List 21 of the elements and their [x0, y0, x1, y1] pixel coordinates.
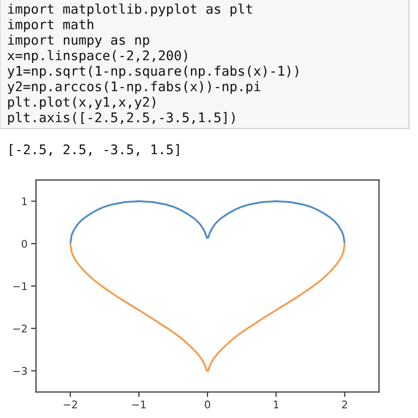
- text: y2=np.arccos(1-np.fabs(x))-np.pi: [8, 81, 260, 94]
- line-series: [69, 200, 346, 245]
- x-tick-label: 2: [342, 400, 347, 408]
- text: plt.axis([-2.5,2.5,-3.5,1.5]): [8, 112, 235, 125]
- y-tick-label: 1: [22, 198, 27, 206]
- text: plt.plot(x,y1,x,y2): [8, 96, 156, 110]
- text: import matplotlib.pyplot as plt: [8, 4, 252, 16]
- y-tick-label: −3: [13, 367, 27, 375]
- text: [-2.5, 2.5, -3.5, 1.5]: [10, 144, 179, 156]
- text: import numpy as np: [8, 34, 150, 48]
- y-tick-label: −1: [13, 282, 27, 290]
- y-tick-label: −2: [13, 324, 27, 332]
- x-tick-label: 0: [204, 400, 210, 408]
- x-tick-label: −2: [64, 400, 77, 408]
- text: y1=np.sqrt(1-np.square(np.fabs(x)-1)): [8, 66, 298, 78]
- y-tick-label: 0: [22, 240, 27, 248]
- x-tick-label: −1: [132, 400, 146, 408]
- text: import math: [8, 19, 94, 32]
- x-tick-label: 1: [274, 400, 278, 408]
- text: x=np.linspace(-2,2,200): [7, 50, 187, 63]
- line-series: [69, 242, 346, 372]
